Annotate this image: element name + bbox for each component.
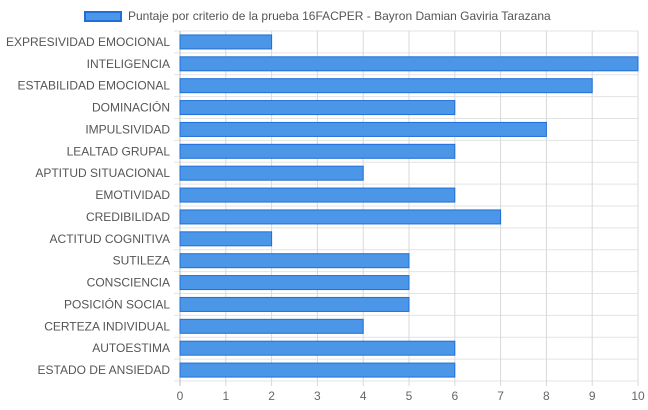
category-label: EXPRESIVIDAD EMOCIONAL <box>6 35 170 49</box>
category-label: CONSCIENCIA <box>87 276 170 290</box>
bar[interactable] <box>179 143 456 159</box>
bar[interactable] <box>179 78 593 94</box>
x-tick-label: 5 <box>406 389 413 403</box>
bar[interactable] <box>179 231 273 247</box>
x-tick-labels: 0 1 2 3 4 5 6 7 8 9 10 <box>177 389 645 403</box>
bar[interactable] <box>179 275 410 291</box>
category-label: DOMINACIÓN <box>92 100 170 115</box>
x-tick-label: 1 <box>222 389 229 403</box>
category-label: INTELIGENCIA <box>87 57 170 71</box>
category-label: LEALTAD GRUPAL <box>67 144 171 158</box>
category-label: ACTITUD COGNITIVA <box>50 232 170 246</box>
bar[interactable] <box>179 34 273 50</box>
x-tick-label: 10 <box>631 389 645 403</box>
bar[interactable] <box>179 121 547 137</box>
bar[interactable] <box>179 296 410 312</box>
category-label: CREDIBILIDAD <box>86 210 170 224</box>
x-tick-label: 7 <box>497 389 504 403</box>
category-label: EMOTIVIDAD <box>95 188 170 202</box>
bars <box>179 34 639 378</box>
legend-swatch <box>84 10 122 22</box>
x-tick-label: 3 <box>314 389 321 403</box>
category-label: SUTILEZA <box>113 254 170 268</box>
category-label: AUTOESTIMA <box>92 341 170 355</box>
x-tick-label: 9 <box>589 389 596 403</box>
bar[interactable] <box>179 362 456 378</box>
x-tick-label: 8 <box>543 389 550 403</box>
bar[interactable] <box>179 100 456 116</box>
category-label: POSICIÓN SOCIAL <box>64 296 170 311</box>
legend-label: Puntaje por criterio de la prueba 16FACP… <box>128 9 551 23</box>
x-tick-label: 0 <box>177 389 184 403</box>
x-tick-label: 4 <box>360 389 367 403</box>
x-tick-label: 2 <box>268 389 275 403</box>
category-label: ESTABILIDAD EMOCIONAL <box>18 79 171 93</box>
bar[interactable] <box>179 340 456 356</box>
category-labels: EXPRESIVIDAD EMOCIONAL INTELIGENCIA ESTABI… <box>6 35 170 377</box>
x-tick-label: 6 <box>451 389 458 403</box>
category-label: CERTEZA INDIVIDUAL <box>44 319 170 333</box>
bar[interactable] <box>179 253 410 269</box>
chart-legend[interactable]: Puntaje por criterio de la prueba 16FACP… <box>84 8 551 24</box>
bar[interactable] <box>179 209 502 225</box>
category-label: APTITUD SITUACIONAL <box>35 166 170 180</box>
category-label: ESTADO DE ANSIEDAD <box>38 363 171 377</box>
bar[interactable] <box>179 318 364 334</box>
category-label: IMPULSIVIDAD <box>85 122 170 136</box>
bar[interactable] <box>179 56 639 72</box>
bar[interactable] <box>179 187 456 203</box>
bar[interactable] <box>179 165 364 181</box>
